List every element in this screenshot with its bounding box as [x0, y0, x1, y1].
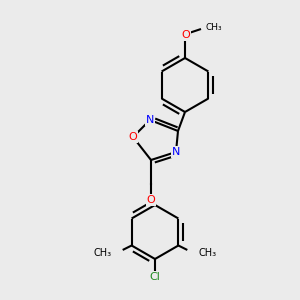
Text: O: O: [129, 132, 137, 142]
Text: O: O: [147, 195, 155, 205]
Text: CH₃: CH₃: [206, 22, 223, 32]
Text: N: N: [172, 147, 180, 157]
Text: CH₃: CH₃: [94, 248, 112, 259]
Text: N: N: [146, 115, 154, 125]
Text: CH₃: CH₃: [198, 248, 217, 259]
Text: Cl: Cl: [150, 272, 160, 282]
Text: O: O: [182, 30, 190, 40]
